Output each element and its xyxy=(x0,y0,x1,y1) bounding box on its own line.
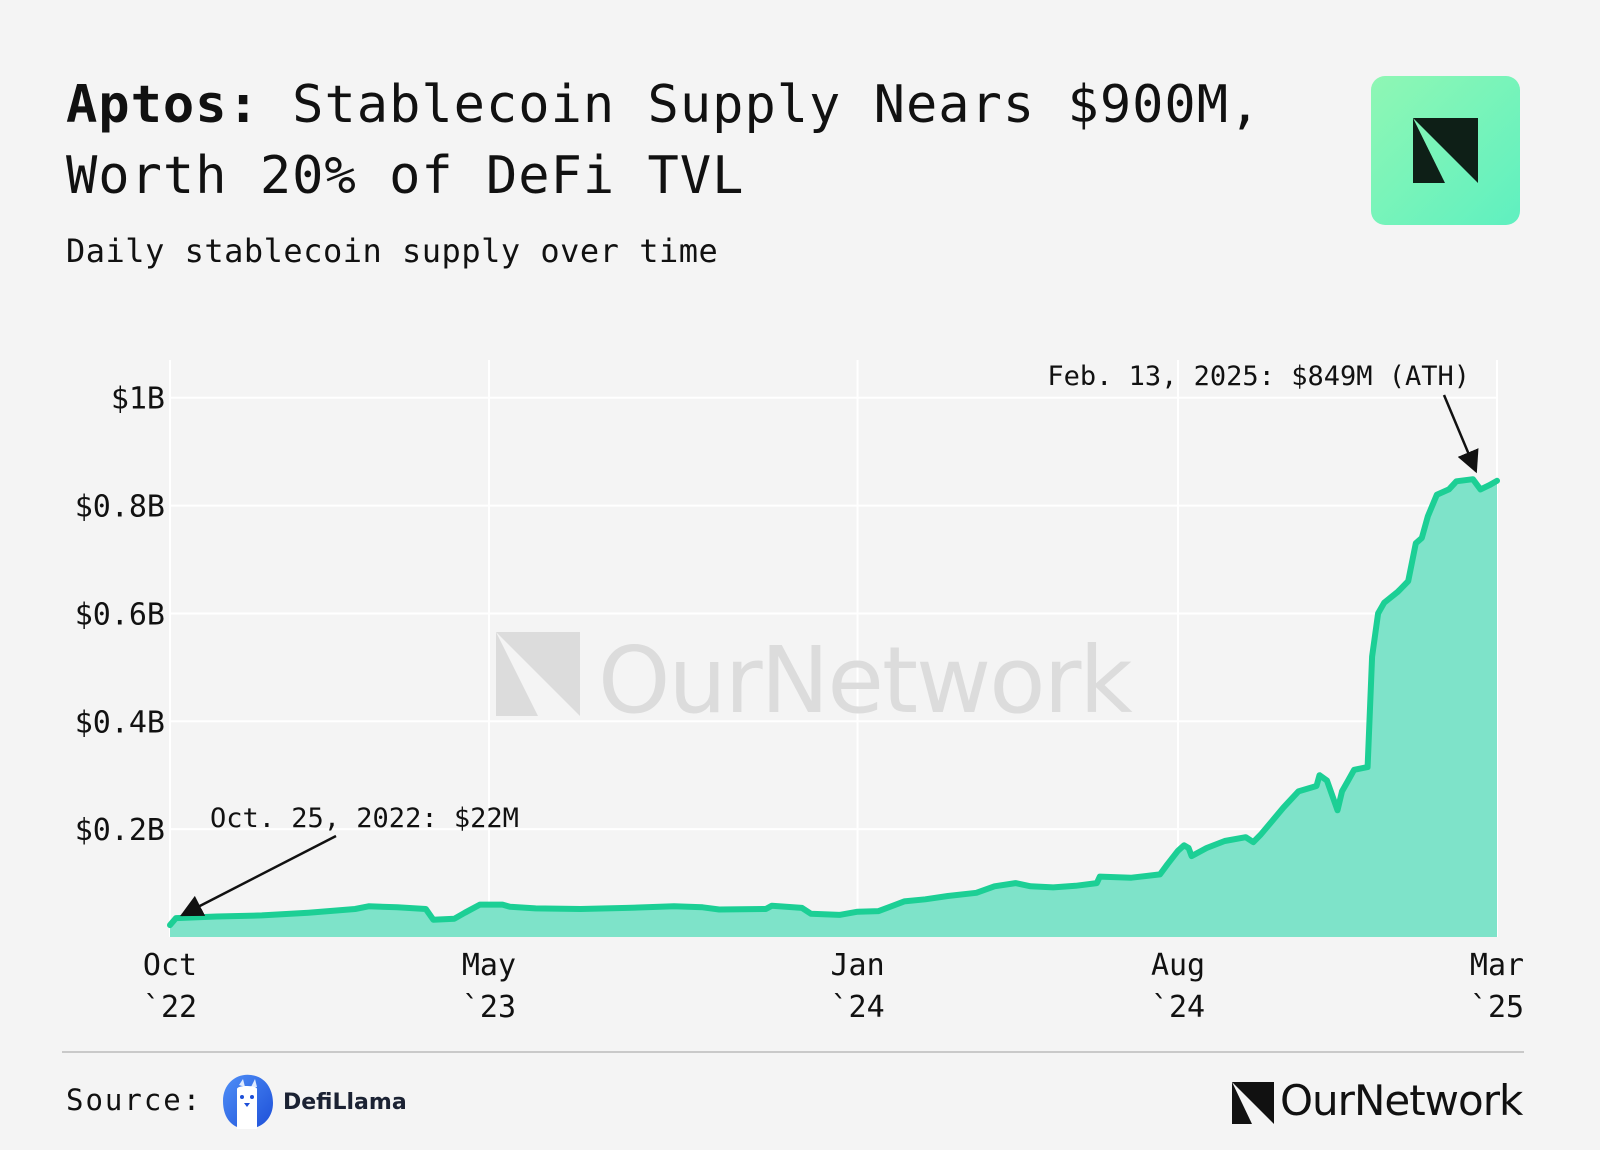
x-tick-label-year: `25 xyxy=(1470,990,1524,1025)
y-tick-label: $1B xyxy=(111,382,165,417)
chart-title: Aptos: Stablecoin Supply Nears $900M, Wo… xyxy=(66,70,1266,212)
x-tick-label-year: `22 xyxy=(143,990,197,1025)
series-line xyxy=(167,476,1500,929)
x-tick-label-month: May xyxy=(462,948,516,983)
ournetwork-mark-icon xyxy=(1413,118,1478,183)
watermark-logo-icon xyxy=(496,632,580,716)
watermark-text: OurNetwork xyxy=(598,627,1133,734)
ournetwork-badge-icon xyxy=(1371,76,1520,225)
annotation-start-label: Oct. 25, 2022: $22M xyxy=(210,803,519,834)
x-tick-label-month: Aug xyxy=(1151,948,1205,983)
source-label: Source: xyxy=(66,1083,203,1117)
y-tick-label: $0.2B xyxy=(75,813,165,848)
ournetwork-footer-name: OurNetwork xyxy=(1280,1076,1523,1125)
y-tick-label: $0.8B xyxy=(75,490,165,525)
x-tick-label-month: Jan xyxy=(830,948,884,983)
annotation-start-arrow xyxy=(180,834,337,917)
chart-title-lead: Aptos: xyxy=(66,75,260,135)
annotation-ath-arrow xyxy=(1442,394,1479,474)
x-tick-label-year: `24 xyxy=(830,990,884,1025)
footer-divider xyxy=(62,1051,1524,1053)
stablecoin-supply-chart: OurNetwork $0.2B $0.4B $0.6B $0.8B $1B Oct `22 M… xyxy=(75,360,1524,1025)
ournetwork-footer-logo-icon xyxy=(1232,1082,1274,1124)
x-tick-label-year: `23 xyxy=(462,990,516,1025)
y-tick-label: $0.4B xyxy=(75,705,165,740)
defillama-name: DefiLlama xyxy=(283,1090,407,1115)
annotation-ath-label: Feb. 13, 2025: $849M (ATH) xyxy=(1047,361,1470,392)
series-area xyxy=(170,479,1497,937)
x-tick-label-month: Mar xyxy=(1470,948,1524,983)
y-tick-label: $0.6B xyxy=(75,597,165,632)
defillama-logo-icon xyxy=(223,1074,273,1129)
chart-subtitle: Daily stablecoin supply over time xyxy=(66,232,719,270)
x-tick-label-month: Oct xyxy=(143,948,197,983)
chart-title-rest: Stablecoin Supply Nears $900M, Worth 20%… xyxy=(66,75,1262,206)
x-tick-label-year: `24 xyxy=(1151,990,1205,1025)
